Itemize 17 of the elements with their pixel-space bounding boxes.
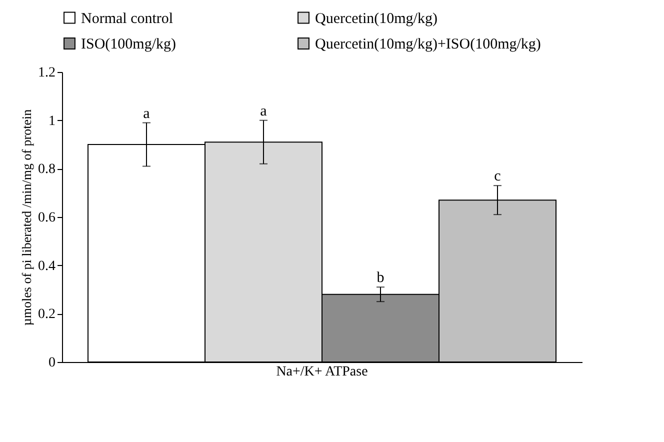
y-axis-title: µmoles of pi liberated /min/mg of protein: [19, 108, 34, 326]
legend-label: ISO(100mg/kg): [81, 36, 176, 52]
y-tick-label: 0.4: [38, 258, 56, 274]
legend-label: Quercetin(10mg/kg): [315, 10, 438, 27]
legend-label: Quercetin(10mg/kg)+ISO(100mg/kg): [315, 36, 541, 52]
y-tick-label: 0.2: [38, 307, 56, 322]
legend-label: Normal control: [81, 10, 174, 27]
y-tick-label: 0: [48, 356, 56, 370]
data-label: b: [376, 270, 384, 286]
x-tick-label: Na+/K+ ATPase: [276, 364, 368, 380]
data-label: c: [494, 168, 502, 185]
y-tick-label: 0.8: [38, 162, 56, 178]
y-tick-label: 1.2: [38, 66, 56, 80]
y-tick-label: 0.6: [38, 210, 56, 226]
data-label: a: [143, 106, 150, 122]
data-label: a: [260, 103, 268, 120]
y-tick-label: 1: [48, 114, 56, 129]
